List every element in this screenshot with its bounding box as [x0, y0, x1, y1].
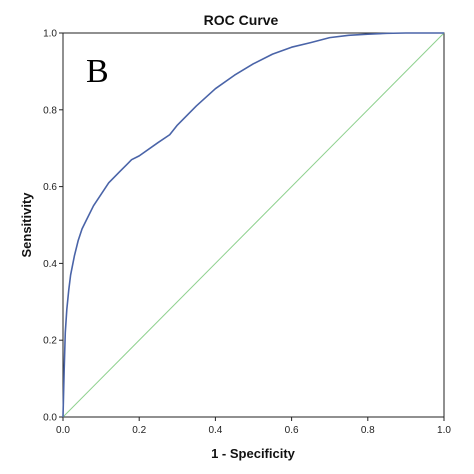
y-tick-label: 0.0	[43, 413, 57, 424]
x-tick-label: 1.0	[437, 425, 451, 436]
y-tick-label: 0.8	[43, 105, 57, 116]
roc-curve-line	[62, 32, 444, 418]
reference-diagonal-line	[62, 32, 445, 418]
x-tick-label: 0.8	[361, 425, 375, 436]
y-tick-label: 0.2	[43, 336, 57, 347]
y-tick-label: 1.0	[43, 29, 57, 40]
x-tick-label: 0.0	[56, 425, 70, 436]
x-axis-label: 1 - Specificity	[211, 446, 296, 461]
y-tick-label: 0.6	[43, 182, 57, 193]
y-axis-label: Sensitivity	[19, 192, 34, 258]
axis-ticks: 0.0 0.2 0.4 0.6 0.8 1.0 0.0 0.2 0.4 0.6 0.8 1.0	[43, 29, 451, 437]
y-tick-label: 0.4	[43, 259, 57, 270]
x-tick-label: 0.6	[285, 425, 299, 436]
x-tick-label: 0.4	[208, 425, 222, 436]
series-layer	[62, 32, 445, 418]
panel-label: B	[86, 53, 109, 90]
chart-title: ROC Curve	[204, 12, 279, 28]
x-tick-label: 0.2	[132, 425, 146, 436]
